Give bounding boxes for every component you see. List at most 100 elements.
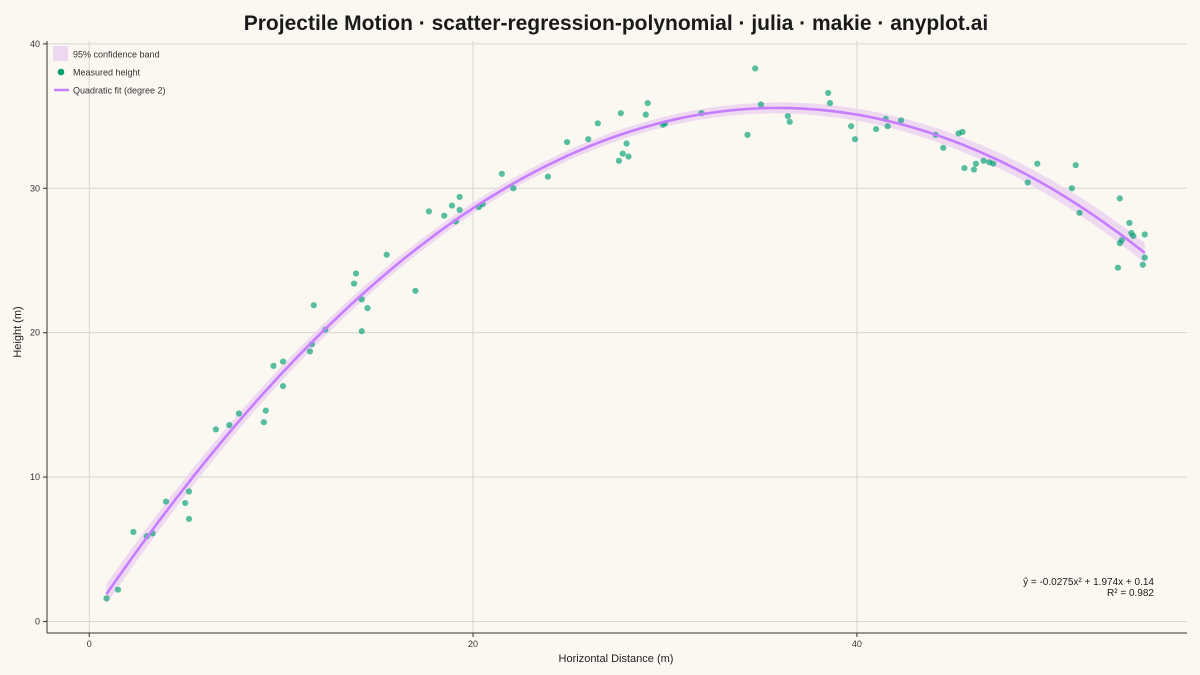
legend-points-swatch — [57, 68, 65, 76]
scatter-points — [103, 65, 1148, 602]
data-point — [744, 131, 751, 138]
data-point — [940, 144, 947, 151]
data-point — [1141, 254, 1148, 261]
data-point — [625, 153, 632, 160]
fit-equation: ŷ = -0.0275x² + 1.974x + 0.14 — [1023, 577, 1154, 588]
data-point — [972, 160, 979, 167]
data-point — [959, 128, 966, 136]
legend-band-swatch — [53, 46, 68, 61]
data-point — [358, 328, 365, 335]
data-point — [970, 166, 978, 173]
data-point — [617, 110, 624, 117]
data-point — [644, 99, 651, 107]
data-point — [544, 173, 552, 180]
data-point — [383, 251, 390, 258]
data-point — [1126, 219, 1133, 227]
data-point — [872, 125, 880, 133]
r-squared: R² = 0.982 — [1107, 588, 1154, 599]
data-point — [784, 112, 791, 120]
y-tick-label: 10 — [30, 472, 40, 482]
data-point — [306, 348, 314, 355]
y-axis-label: Height (m) — [12, 306, 24, 357]
data-point — [270, 362, 277, 369]
data-point — [980, 157, 987, 164]
data-point — [162, 498, 170, 505]
data-point — [825, 89, 832, 97]
tick-labels: 0 20 40 0 10 20 30 40 — [30, 39, 862, 649]
legend-band-label: 95% confidence band — [73, 50, 160, 60]
legend-points-label: Measured height — [73, 68, 141, 78]
data-point — [1072, 162, 1079, 169]
chart-title: Projectile Motion · scatter-regression-p… — [244, 12, 989, 35]
legend-fit-label: Quadratic fit (degree 2) — [73, 86, 166, 96]
x-tick-label: 20 — [468, 639, 478, 649]
y-tick-label: 30 — [30, 183, 40, 193]
data-point — [262, 407, 269, 414]
data-point — [1076, 209, 1083, 216]
legend: 95% confidence band Measured height Quad… — [53, 46, 166, 96]
data-point — [260, 419, 267, 426]
y-tick-label: 0 — [35, 616, 40, 626]
data-point — [350, 280, 358, 287]
data-point — [786, 118, 793, 125]
data-point — [498, 170, 505, 177]
data-point — [848, 123, 855, 130]
data-point — [1034, 160, 1041, 167]
data-point — [364, 305, 371, 312]
data-point — [564, 138, 571, 146]
data-point — [1139, 261, 1146, 268]
x-axis-label: Horizontal Distance (m) — [559, 653, 674, 665]
data-point — [185, 515, 193, 523]
data-point — [594, 120, 601, 127]
data-point — [1116, 195, 1123, 202]
y-tick-label: 20 — [30, 328, 40, 338]
data-point — [826, 99, 834, 107]
data-point — [585, 136, 592, 143]
data-point — [456, 193, 463, 201]
data-point — [456, 206, 463, 214]
data-point — [1118, 237, 1125, 244]
axes — [46, 41, 1187, 634]
data-point — [752, 65, 759, 72]
data-point — [352, 270, 360, 277]
data-point — [103, 595, 110, 602]
data-point — [114, 586, 122, 593]
data-point — [130, 528, 137, 536]
fit-line — [105, 106, 1146, 595]
confidence-band — [106, 102, 1145, 605]
data-point — [212, 426, 219, 433]
data-point — [642, 111, 649, 118]
data-point — [1068, 185, 1075, 192]
data-point — [1024, 179, 1031, 186]
data-point — [1141, 231, 1148, 238]
data-point — [279, 358, 287, 365]
data-point — [185, 488, 193, 495]
data-point — [619, 150, 626, 157]
data-point — [279, 382, 287, 390]
data-point — [412, 287, 419, 294]
data-point — [623, 140, 630, 147]
grid — [47, 41, 1187, 633]
data-point — [510, 185, 517, 192]
data-point — [235, 410, 243, 417]
data-point — [851, 136, 859, 143]
confidence-band-layer — [106, 102, 1145, 605]
data-point — [425, 208, 433, 215]
fit-line-layer — [105, 106, 1146, 595]
y-tick-label: 40 — [30, 39, 40, 49]
data-point — [1130, 232, 1137, 240]
data-point — [897, 117, 905, 124]
x-tick-label: 40 — [852, 639, 862, 649]
data-point — [441, 212, 448, 219]
x-tick-label: 0 — [87, 639, 92, 649]
data-point — [884, 123, 891, 130]
data-point — [182, 499, 189, 507]
data-point — [990, 160, 997, 167]
data-point — [757, 101, 765, 108]
data-point — [1114, 264, 1122, 271]
data-point — [448, 202, 456, 209]
data-point — [961, 164, 968, 172]
data-point — [615, 157, 623, 164]
data-point — [310, 302, 317, 309]
